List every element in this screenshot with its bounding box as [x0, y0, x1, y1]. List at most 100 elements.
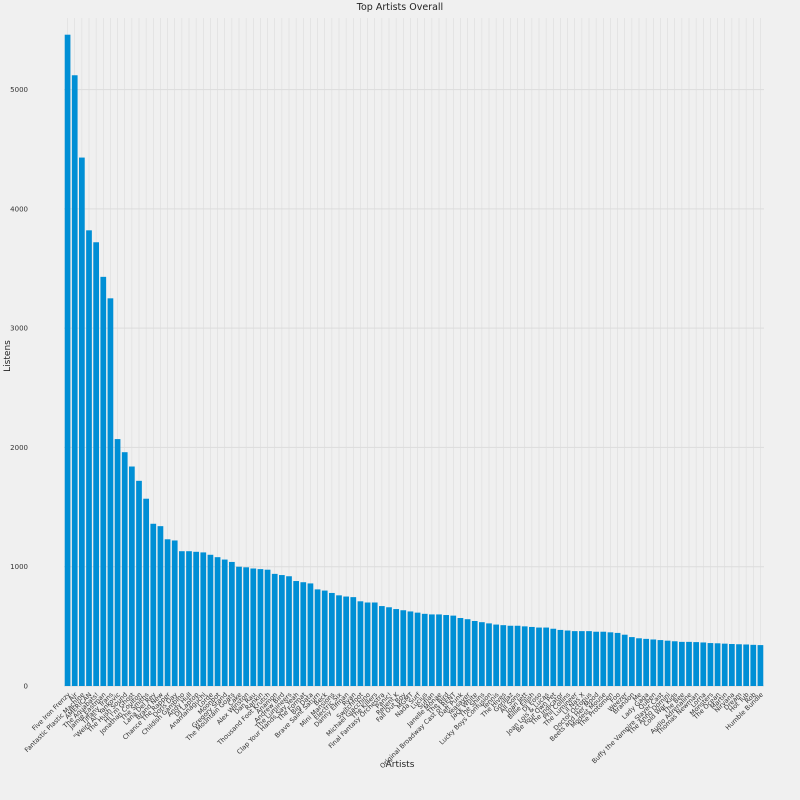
- bar: [436, 614, 442, 686]
- bar: [293, 581, 299, 686]
- bar: [100, 276, 107, 686]
- bar: [200, 552, 207, 686]
- bar: [543, 627, 549, 686]
- bar: [329, 592, 335, 686]
- bar: [79, 157, 85, 687]
- bar: [407, 611, 414, 686]
- bar: [429, 614, 435, 686]
- bar: [586, 631, 592, 686]
- bar: [607, 632, 614, 686]
- bar: [186, 551, 192, 686]
- bar: [129, 466, 135, 686]
- bar: [143, 498, 149, 686]
- bar: [236, 566, 242, 686]
- bar: [314, 589, 321, 686]
- y-axis-ticks: 0 1000 2000 3000 4000 5000: [10, 86, 28, 690]
- bar: [286, 576, 292, 686]
- bar: [179, 551, 185, 686]
- bar: [700, 642, 707, 686]
- bar: [271, 573, 278, 686]
- bar: [464, 619, 471, 686]
- x-axis-label: Artists: [386, 760, 415, 770]
- bar: [621, 634, 628, 686]
- bar: [614, 632, 621, 686]
- bar: [671, 641, 678, 686]
- bar: [564, 630, 571, 686]
- chart-title: Top Artists Overall: [356, 2, 443, 13]
- bar: [629, 637, 635, 686]
- bar: [264, 569, 271, 686]
- bar: [471, 620, 478, 686]
- bar: [743, 644, 749, 686]
- bar: [350, 597, 357, 686]
- y-tick-label: 5000: [10, 86, 28, 94]
- bar: [243, 567, 249, 686]
- bar: [121, 452, 128, 686]
- bar: [657, 640, 664, 686]
- bar: [386, 607, 392, 686]
- bar: [114, 439, 121, 686]
- bar: [521, 626, 528, 686]
- y-tick-label: 1000: [10, 563, 28, 571]
- y-tick-label: 3000: [10, 325, 28, 333]
- y-tick-label: 4000: [10, 205, 28, 213]
- bar: [107, 298, 114, 686]
- bar: [721, 643, 728, 686]
- bar: [400, 610, 407, 686]
- bar: [164, 539, 171, 686]
- bar: [443, 615, 449, 686]
- bar: [729, 644, 735, 686]
- bar: [136, 480, 142, 686]
- bar: [600, 631, 607, 686]
- bar: [300, 582, 307, 686]
- bar: [393, 609, 399, 686]
- bar: [157, 526, 164, 686]
- bar: [714, 643, 721, 686]
- bar: [371, 602, 378, 686]
- bar: [486, 623, 492, 686]
- bar: [686, 641, 692, 686]
- bar: [529, 626, 535, 686]
- bar: [364, 602, 371, 686]
- bar: [71, 75, 78, 686]
- bar: [336, 595, 342, 686]
- bar: [707, 643, 714, 686]
- bar: [193, 551, 199, 686]
- bar: [250, 568, 257, 686]
- bar: [679, 641, 685, 686]
- bar: [507, 625, 514, 686]
- bar: [229, 561, 235, 686]
- bar: [307, 583, 314, 686]
- bar: [207, 554, 214, 686]
- bar: [571, 631, 578, 686]
- bar: [379, 606, 385, 686]
- bar: [593, 631, 599, 686]
- bar: [736, 644, 742, 686]
- bar: [479, 622, 485, 686]
- bars: [64, 34, 764, 687]
- bar: [450, 615, 457, 686]
- bar: [636, 638, 642, 686]
- y-axis-label: Listens: [3, 340, 13, 372]
- bar: [757, 645, 764, 686]
- bar: [321, 590, 328, 686]
- bar: [343, 596, 349, 686]
- bar: [500, 625, 507, 686]
- bar: [457, 618, 464, 686]
- bar: [221, 559, 228, 686]
- bar: [650, 639, 657, 686]
- bar: [536, 627, 542, 686]
- bar: [550, 628, 557, 686]
- bar: [514, 625, 521, 686]
- bar: [414, 612, 421, 686]
- bar: [357, 601, 364, 686]
- bar: [279, 575, 285, 686]
- bar: [171, 540, 178, 686]
- bar: [214, 557, 221, 686]
- bar: [643, 638, 649, 686]
- bar: [86, 230, 92, 687]
- bar: [750, 644, 757, 686]
- y-tick-label: 0: [24, 683, 28, 691]
